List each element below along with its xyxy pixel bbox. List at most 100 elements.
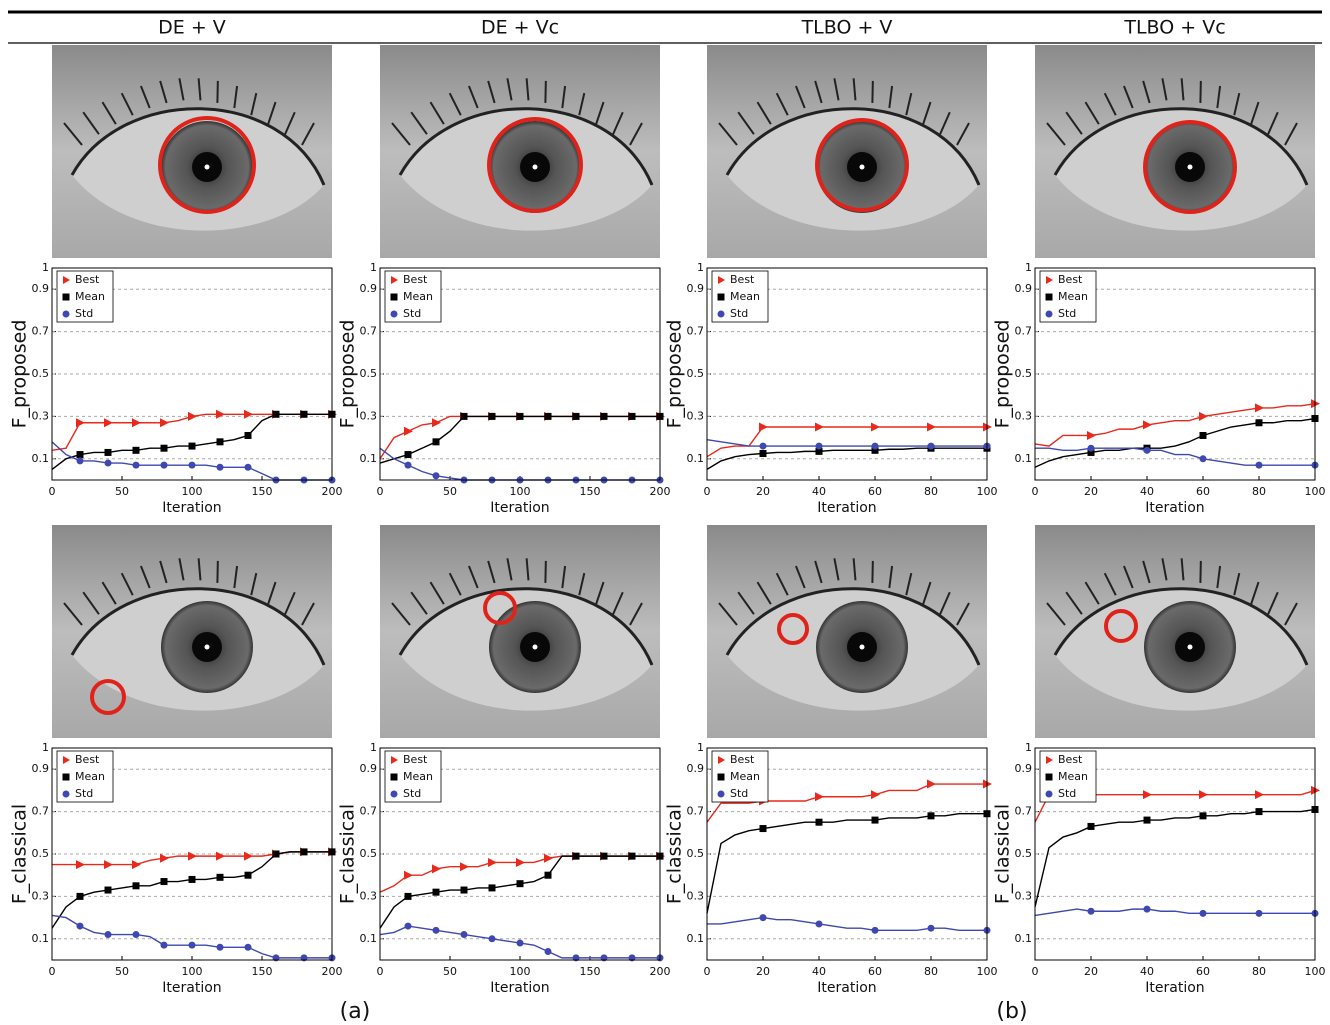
x-tick-label: 50 <box>115 485 129 498</box>
eye-image <box>380 45 660 258</box>
legend-label: Best <box>730 273 755 286</box>
glint <box>1188 645 1193 650</box>
x-axis-label: Iteration <box>162 500 221 516</box>
marker <box>161 462 168 469</box>
legend-marker <box>718 311 725 318</box>
legend-label: Mean <box>75 290 105 303</box>
column-header: DE + V <box>158 17 226 39</box>
legend-marker <box>391 791 398 798</box>
x-tick-label: 100 <box>1305 965 1326 978</box>
legend-marker <box>391 294 398 301</box>
marker <box>405 893 412 900</box>
y-tick-label: 0.9 <box>687 282 705 295</box>
marker <box>189 942 196 949</box>
eye-image <box>1035 525 1315 738</box>
y-tick-label: 0.5 <box>687 367 705 380</box>
legend-label: Std <box>1058 787 1076 800</box>
y-tick-label: 0.9 <box>360 762 378 775</box>
marker <box>517 880 524 887</box>
y-axis-label: F_proposed <box>664 320 686 429</box>
x-tick-label: 150 <box>252 485 273 498</box>
marker <box>545 872 552 879</box>
legend-marker <box>718 774 725 781</box>
marker <box>245 944 252 951</box>
marker <box>928 812 935 819</box>
marker <box>1256 462 1263 469</box>
marker <box>601 413 608 420</box>
marker <box>545 948 552 955</box>
marker <box>105 931 112 938</box>
x-tick-label: 20 <box>756 965 770 978</box>
x-tick-label: 50 <box>443 485 457 498</box>
marker <box>489 935 496 942</box>
marker <box>760 825 767 832</box>
marker <box>161 878 168 885</box>
marker <box>433 472 440 479</box>
marker <box>217 438 224 445</box>
y-tick-label: 0.5 <box>32 847 50 860</box>
y-tick-label: 0.7 <box>1015 805 1033 818</box>
x-tick-label: 200 <box>650 965 671 978</box>
x-tick-label: 200 <box>650 485 671 498</box>
x-tick-label: 20 <box>1084 965 1098 978</box>
legend-label: Mean <box>403 290 433 303</box>
legend-marker <box>63 791 70 798</box>
marker <box>872 817 879 824</box>
marker <box>489 884 496 891</box>
x-tick-label: 0 <box>1032 485 1039 498</box>
marker <box>816 443 823 450</box>
x-tick-label: 0 <box>704 965 711 978</box>
x-tick-label: 50 <box>443 965 457 978</box>
marker <box>105 887 112 894</box>
marker <box>105 449 112 456</box>
eye-image <box>52 525 332 738</box>
panel-label: (b) <box>996 999 1027 1024</box>
x-tick-label: 100 <box>510 965 531 978</box>
glint <box>860 165 865 170</box>
legend-label: Best <box>403 273 428 286</box>
y-tick-label: 0.3 <box>1015 409 1033 422</box>
glint <box>205 645 210 650</box>
x-tick-label: 0 <box>1032 965 1039 978</box>
legend-marker <box>718 294 725 301</box>
x-tick-label: 200 <box>322 965 343 978</box>
marker <box>433 889 440 896</box>
x-tick-label: 0 <box>49 965 56 978</box>
legend-marker <box>391 774 398 781</box>
x-axis-label: Iteration <box>1145 980 1204 996</box>
marker <box>189 443 196 450</box>
glint <box>860 645 865 650</box>
marker <box>760 443 767 450</box>
y-tick-label: 0.3 <box>687 889 705 902</box>
y-tick-label: 0.1 <box>32 452 50 465</box>
legend-marker <box>63 774 70 781</box>
marker <box>273 411 280 418</box>
x-tick-label: 20 <box>1084 485 1098 498</box>
y-tick-label: 0.3 <box>360 889 378 902</box>
y-tick-label: 0.7 <box>687 805 705 818</box>
marker <box>301 411 308 418</box>
legend-marker <box>1046 774 1053 781</box>
y-tick-label: 0.7 <box>687 325 705 338</box>
y-tick-label: 0.7 <box>32 805 50 818</box>
marker <box>517 940 524 947</box>
marker <box>433 438 440 445</box>
marker <box>133 447 140 454</box>
legend-marker <box>63 311 70 318</box>
y-axis-label: F_proposed <box>992 320 1014 429</box>
marker <box>405 451 412 458</box>
x-axis-label: Iteration <box>1145 500 1204 516</box>
marker <box>1088 823 1095 830</box>
y-tick-label: 1 <box>370 741 377 754</box>
marker <box>433 927 440 934</box>
marker <box>189 876 196 883</box>
x-tick-label: 100 <box>182 965 203 978</box>
x-tick-label: 40 <box>812 965 826 978</box>
marker <box>245 432 252 439</box>
column-header: DE + Vc <box>481 17 559 39</box>
x-tick-label: 60 <box>1196 965 1210 978</box>
x-tick-label: 100 <box>1305 485 1326 498</box>
marker <box>405 923 412 930</box>
y-axis-label: F_proposed <box>9 320 31 429</box>
legend-label: Std <box>75 787 93 800</box>
